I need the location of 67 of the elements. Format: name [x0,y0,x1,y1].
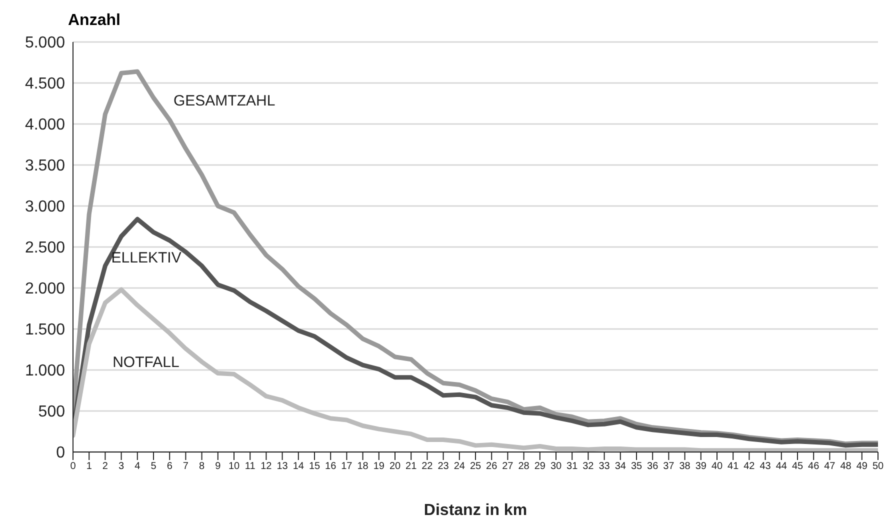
x-tick-label: 5 [150,461,157,472]
series-label: ELLEKTIV [111,249,182,266]
x-tick-label: 15 [308,461,320,472]
x-tick-label: 44 [776,461,788,472]
x-tick-label: 28 [518,461,530,472]
x-tick-label: 38 [679,461,691,472]
x-tick-label: 45 [792,461,804,472]
x-tick-label: 29 [534,461,546,472]
x-axis-title: Distanz in km [424,502,528,517]
y-tick-label: 500 [38,404,66,421]
x-tick-label: 9 [215,461,222,472]
y-tick-label: 2.500 [24,240,66,257]
x-tick-label: 12 [260,461,272,472]
x-tick-label: 46 [808,461,820,472]
x-tick-label: 14 [292,461,304,472]
x-tick-label: 42 [744,461,756,472]
line-series [73,216,878,448]
x-tick-label: 49 [856,461,868,472]
x-tick-label: 20 [389,461,401,472]
x-tick-label: 17 [341,461,353,472]
y-tick-label: 2.000 [24,280,66,298]
x-tick-label: 35 [630,461,642,472]
x-tick-label: 8 [199,461,206,472]
x-tick-label: 48 [840,461,852,472]
y-tick-label: 1.500 [24,322,66,339]
x-tick-label: 30 [550,461,562,472]
y-tick-label: 3.500 [24,158,66,175]
x-tick-label: 3 [118,461,125,472]
series-label: NOTFALL [112,354,180,372]
x-tick-label: 32 [582,461,594,472]
x-tick-label: 26 [486,461,498,472]
x-tick-label: 33 [598,461,610,472]
y-tick-label: 5.000 [24,34,66,52]
y-tick-label: 1.000 [24,362,66,380]
x-tick-label: 22 [422,461,434,472]
x-tick-label: 47 [824,461,836,472]
x-tick-label: 4 [134,461,141,472]
x-tick-label: 50 [872,461,884,472]
x-tick-label: 24 [454,461,466,472]
y-axis-title: Anzahl [68,12,120,30]
x-tick-label: 34 [614,461,626,472]
x-tick-label: 25 [470,461,482,472]
x-tick-label: 41 [728,461,740,472]
x-tick-label: 16 [325,461,337,472]
x-tick-label: 21 [406,461,418,472]
x-tick-label: 31 [566,461,578,472]
x-tick-label: 13 [276,461,288,472]
x-tick-label: 10 [228,461,240,472]
y-tick-label: 4.500 [24,76,66,93]
x-tick-label: 27 [502,461,514,472]
y-tick-label: 4.000 [24,116,66,134]
x-tick-label: 0 [70,461,76,472]
series-label: GESAMTZAHL [174,92,276,110]
x-tick-label: 7 [182,461,189,472]
x-tick-label: 2 [102,461,108,472]
x-tick-label: 40 [711,461,723,472]
x-tick-label: 37 [663,461,675,472]
x-tick-label: 1 [86,461,92,472]
x-tick-label: 11 [244,461,256,472]
x-tick-label: 36 [647,461,659,472]
x-tick-label: 39 [695,461,707,472]
x-tick-label: 18 [357,461,369,472]
x-tick-label: 19 [373,461,385,472]
x-tick-label: 43 [760,461,772,472]
x-tick-label: 23 [438,461,450,472]
y-tick-label: 3.000 [24,198,66,216]
x-tick-label: 6 [166,461,173,472]
